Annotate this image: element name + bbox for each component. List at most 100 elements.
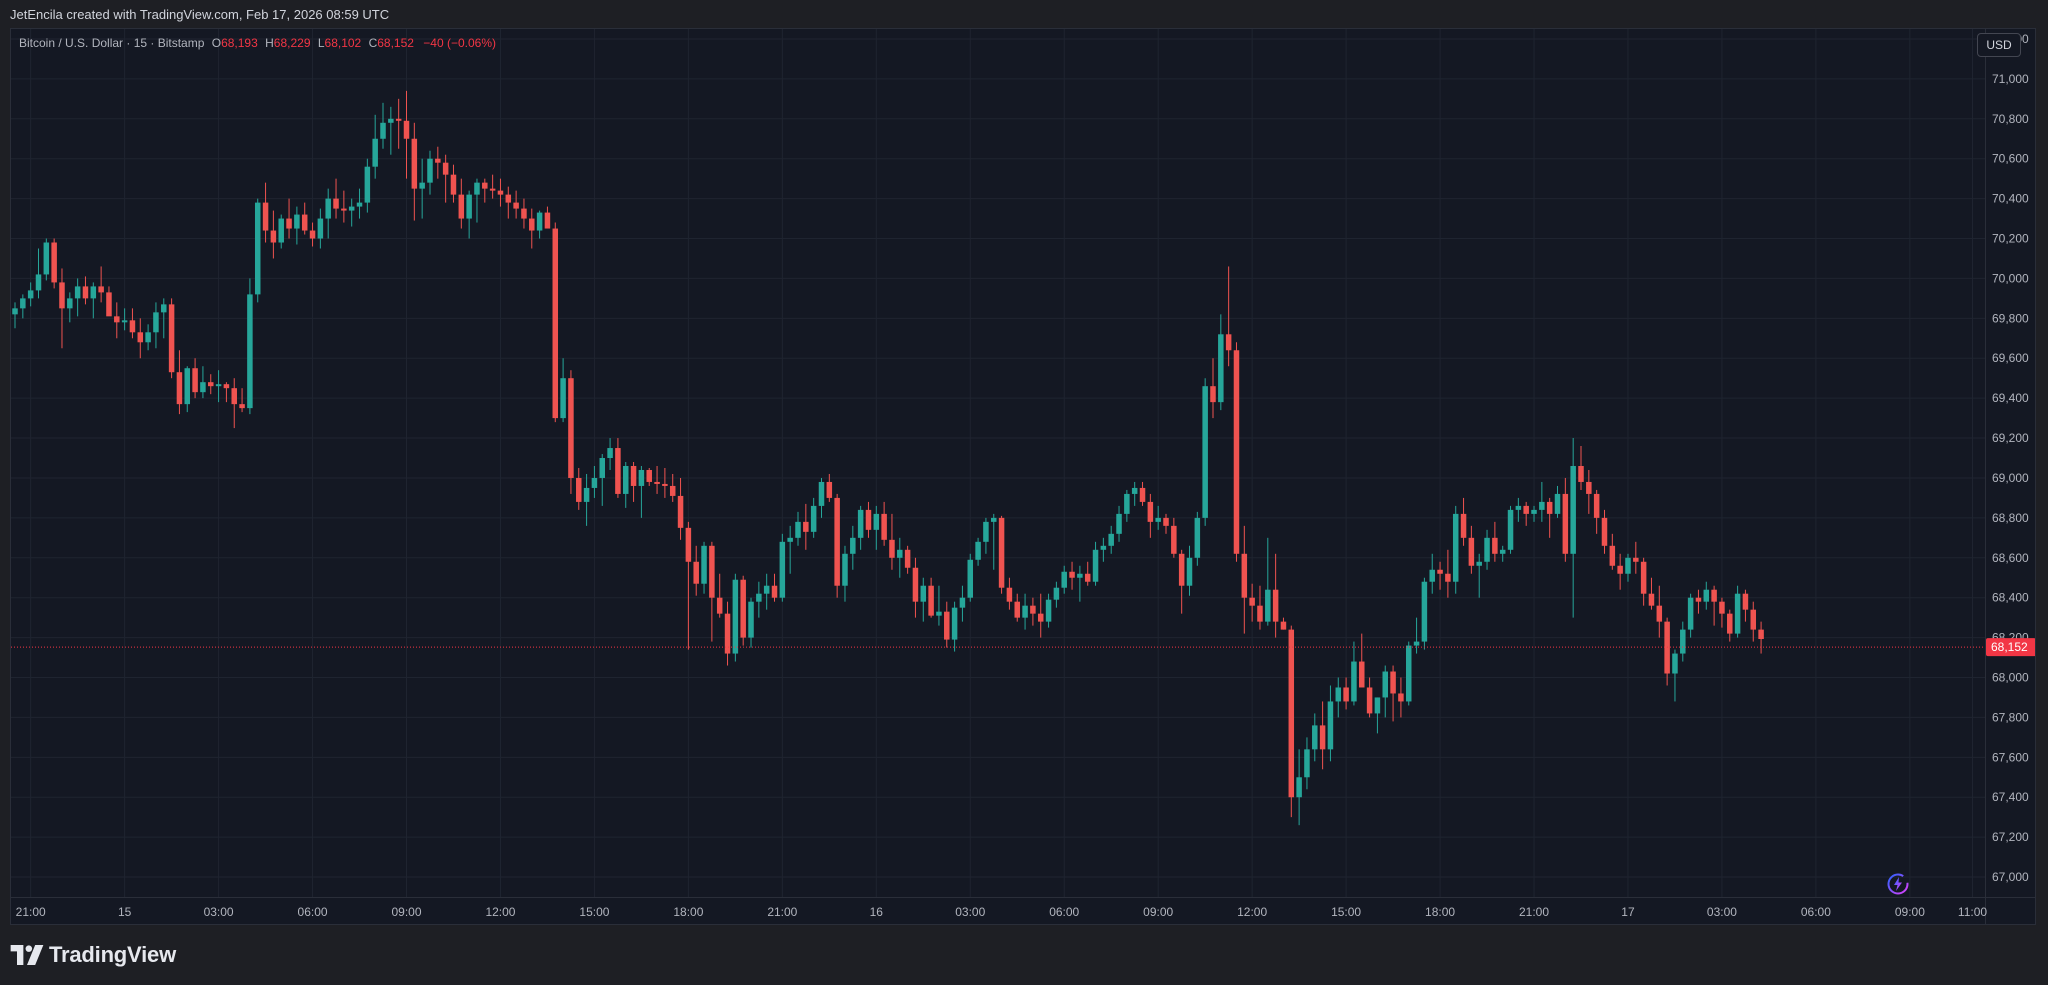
candle-body	[1711, 589, 1717, 602]
candle-body	[521, 208, 527, 219]
symbol-title[interactable]: Bitcoin / U.S. Dollar · 15 · Bitstamp	[19, 36, 205, 50]
candle-body	[1327, 701, 1334, 750]
candle-body	[1241, 553, 1248, 598]
x-tick-label: 21:00	[767, 905, 797, 919]
candle-body	[763, 585, 770, 594]
candle-body	[1539, 501, 1545, 510]
change-value: −40 (−0.06%)	[423, 36, 497, 50]
candle-body	[1014, 601, 1020, 618]
candle-body	[1601, 517, 1608, 546]
candle-body	[920, 585, 927, 602]
candle-body	[1687, 597, 1694, 630]
y-tick-label: 67,600	[1992, 750, 2029, 764]
y-tick-label: 70,600	[1992, 152, 2029, 166]
candle-body	[1069, 571, 1075, 578]
candle-body	[59, 282, 65, 309]
candle-body	[1531, 509, 1537, 514]
candle-body	[192, 368, 198, 393]
candle-body	[529, 218, 535, 231]
candle-body	[1147, 501, 1154, 522]
candle-body	[1578, 465, 1584, 482]
replay-button[interactable]	[1885, 871, 1911, 897]
candle-body	[1006, 587, 1013, 602]
candle-body	[1617, 565, 1623, 574]
candle-body	[1570, 465, 1576, 554]
candle-body	[1719, 601, 1725, 614]
y-tick-label: 69,800	[1992, 311, 2029, 325]
symbol-legend: Bitcoin / U.S. Dollar · 15 · Bitstamp O6…	[19, 36, 496, 50]
candle-body	[1186, 557, 1193, 586]
x-tick-label: 16	[870, 905, 884, 919]
candle-body	[286, 218, 292, 229]
candle-body	[1452, 513, 1459, 582]
candlestick-chart[interactable]: 71,20071,00070,80070,60070,40070,20070,0…	[11, 29, 2036, 925]
candle-body	[1554, 493, 1561, 514]
candle-body	[826, 481, 833, 498]
candle-body	[1131, 487, 1138, 494]
candle-body	[67, 298, 73, 309]
candle-body	[959, 597, 966, 608]
x-tick-label: 15:00	[1331, 905, 1361, 919]
candle-body	[912, 567, 919, 602]
x-tick-label: 06:00	[298, 905, 328, 919]
candle-body	[333, 198, 339, 209]
candle-body	[1045, 599, 1052, 622]
candle-body	[466, 194, 472, 219]
candle-body	[1163, 517, 1169, 526]
x-tick-label: 12:00	[485, 905, 515, 919]
candle-body	[458, 194, 465, 219]
lightning-bolt-icon	[1887, 873, 1909, 895]
candle-body	[1727, 613, 1733, 634]
candle-body	[1124, 493, 1130, 514]
candle-body	[348, 206, 355, 211]
y-tick-label: 69,000	[1992, 471, 2029, 485]
x-tick-label: 06:00	[1801, 905, 1831, 919]
candle-body	[1515, 505, 1522, 510]
candle-body	[51, 242, 57, 283]
candle-body	[693, 561, 699, 584]
candle-body	[1061, 571, 1067, 588]
candle-body	[1335, 687, 1342, 702]
candle-body	[1265, 589, 1271, 622]
candle-body	[184, 368, 191, 405]
candle-body	[842, 553, 848, 586]
candle-body	[1499, 549, 1506, 554]
candle-body	[435, 158, 441, 163]
tradingview-logo[interactable]: TradingView	[10, 942, 176, 968]
candle-body	[121, 320, 128, 323]
candle-body	[427, 158, 433, 183]
currency-button[interactable]: USD	[1977, 33, 2021, 57]
x-tick-label: 11:00	[1958, 905, 1987, 919]
x-tick-label: 06:00	[1049, 905, 1079, 919]
candle-body	[646, 469, 652, 482]
candle-body	[1116, 513, 1122, 534]
last-price-label: 68,152	[1991, 640, 2028, 654]
last-price-badge	[1986, 638, 2035, 657]
x-tick-label: 09:00	[1895, 905, 1925, 919]
candle-body	[388, 118, 394, 123]
candle-body	[583, 487, 590, 502]
chart-pane[interactable]: 71,20071,00070,80070,60070,40070,20070,0…	[10, 28, 2036, 925]
y-tick-label: 69,200	[1992, 431, 2029, 445]
candle-body	[803, 521, 809, 532]
candle-body	[161, 304, 167, 313]
top-bar: JetEncila created with TradingView.com, …	[0, 0, 2048, 28]
candle-body	[1695, 597, 1702, 602]
y-tick-label: 68,600	[1992, 551, 2029, 565]
candle-body	[936, 611, 942, 616]
candle-body	[254, 202, 261, 295]
candle-body	[419, 182, 425, 189]
candle-body	[395, 118, 402, 121]
x-tick-label: 18:00	[1425, 905, 1455, 919]
open-value: 68,193	[221, 36, 258, 50]
candle-body	[724, 613, 731, 654]
candle-body	[1218, 334, 1224, 403]
y-tick-label: 69,400	[1992, 391, 2029, 405]
candle-body	[1390, 671, 1396, 694]
candle-body	[482, 182, 488, 189]
candle-body	[364, 166, 371, 203]
x-tick-label: 09:00	[391, 905, 421, 919]
candle-body	[1304, 749, 1310, 778]
high-label: H	[265, 36, 274, 50]
candle-body	[607, 448, 613, 459]
